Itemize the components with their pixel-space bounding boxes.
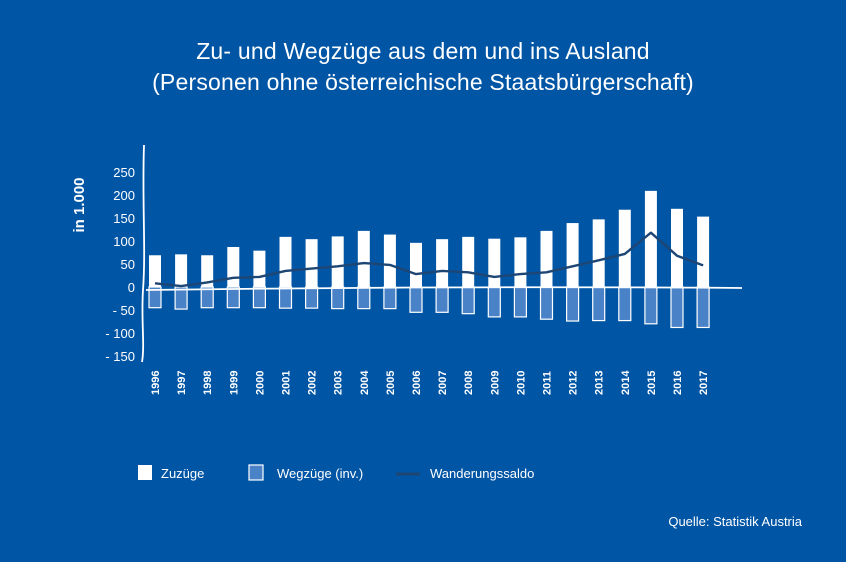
- x-tick-label: 2004: [359, 370, 371, 395]
- x-tick-label: 2005: [385, 371, 397, 395]
- bar-zuzuege: [357, 230, 370, 287]
- bar-zuzuege: [436, 239, 449, 287]
- x-tick-label: 2016: [672, 371, 684, 395]
- bar-zuzuege: [514, 237, 527, 287]
- x-tick-label: 1997: [176, 371, 188, 395]
- y-axis: [141, 144, 146, 363]
- bar-wegzuege: [357, 286, 371, 310]
- y-tick-label: 150: [113, 211, 135, 226]
- x-axis: [145, 286, 743, 291]
- y-tick-label: 250: [113, 165, 135, 180]
- y-tick-label: - 150: [105, 349, 135, 364]
- bar-zuzuege: [253, 250, 266, 287]
- bar-wegzuege: [461, 286, 475, 315]
- bar-zuzuege: [462, 236, 475, 287]
- x-tick-label: 2008: [463, 371, 475, 395]
- x-tick-label: 2007: [437, 371, 449, 395]
- y-tick-label: 50: [121, 257, 135, 272]
- bar-zuzuege: [305, 239, 318, 287]
- bar-wegzuege: [513, 286, 528, 318]
- bar-zuzuege: [227, 246, 240, 287]
- x-tick-label: 2013: [594, 371, 606, 395]
- x-tick-label: 2001: [281, 371, 293, 395]
- bar-wegzuege: [565, 286, 580, 322]
- x-tick-label: 2012: [568, 371, 580, 395]
- x-tick-label: 2002: [307, 371, 319, 395]
- x-tick-label: 2011: [542, 371, 554, 395]
- source-note: Quelle: Statistik Austria: [668, 514, 802, 529]
- bar-wegzuege: [383, 286, 397, 310]
- bar-wegzuege: [252, 286, 266, 309]
- y-tick-label: 200: [113, 188, 135, 203]
- bar-zuzuege: [383, 234, 396, 287]
- bar-wegzuege: [200, 286, 214, 309]
- bar-wegzuege: [487, 286, 501, 318]
- y-tick-label: - 100: [105, 326, 135, 341]
- x-tick-label: 2015: [646, 371, 658, 395]
- bar-zuzuege: [671, 208, 683, 287]
- bar-wegzuege: [305, 286, 319, 309]
- y-axis-label: in 1.000: [71, 177, 88, 232]
- x-tick-label: 2010: [515, 371, 527, 395]
- bar-wegzuege: [644, 286, 658, 325]
- bar-zuzuege: [540, 230, 553, 287]
- chart-subtitle: (Personen ohne österreichische Staatsbür…: [152, 69, 694, 95]
- bar-zuzuege: [644, 190, 657, 287]
- x-tick-label: 1996: [150, 371, 162, 395]
- x-tick-label: 2006: [411, 371, 423, 395]
- legend-swatch-zuzuege: [138, 465, 152, 480]
- bar-wegzuege: [226, 286, 240, 309]
- bar-wegzuege: [539, 286, 554, 320]
- legend-label-saldo: Wanderungssaldo: [430, 466, 534, 481]
- x-tick-label: 1999: [228, 371, 240, 395]
- bar-zuzuege: [566, 223, 579, 287]
- bar-zuzuege: [279, 236, 292, 287]
- bar-wegzuege: [331, 286, 345, 310]
- bar-wegzuege: [435, 286, 449, 313]
- bar-wegzuege: [278, 286, 293, 309]
- x-tick-label: 1998: [202, 371, 214, 395]
- bar-zuzuege: [488, 238, 501, 287]
- chart-title: Zu- und Wegzüge aus dem und ins Ausland: [196, 38, 650, 64]
- bar-wegzuege: [592, 286, 606, 322]
- saldo-line: [154, 231, 704, 288]
- x-tick-label: 2009: [489, 371, 501, 395]
- bar-zuzuege: [201, 255, 214, 287]
- bar-wegzuege: [148, 286, 162, 309]
- x-tick-label: 2014: [620, 370, 632, 395]
- bar-wegzuege: [618, 286, 632, 322]
- y-tick-label: 100: [113, 234, 135, 249]
- bar-zuzuege: [592, 219, 605, 287]
- x-tick-label: 2000: [254, 371, 266, 395]
- bar-zuzuege: [175, 254, 188, 287]
- y-tick-label: 0: [128, 280, 135, 295]
- legend-label-zuzuege: Zuzüge: [161, 466, 204, 481]
- bar-zuzuege: [149, 255, 161, 287]
- x-tick-label: 2003: [333, 371, 345, 395]
- bar-wegzuege: [696, 286, 710, 329]
- legend-label-wegzuege: Wegzüge (inv.): [277, 466, 363, 481]
- legend-swatch-wegzuege: [248, 464, 264, 481]
- x-tick-label: 2017: [698, 371, 710, 395]
- bar-zuzuege: [331, 236, 344, 287]
- bar-wegzuege: [409, 286, 423, 313]
- bar-zuzuege: [697, 216, 710, 287]
- bar-wegzuege: [670, 286, 684, 329]
- bar-zuzuege: [410, 242, 422, 287]
- y-tick-label: - 50: [113, 303, 135, 318]
- bar-zuzuege: [618, 209, 631, 287]
